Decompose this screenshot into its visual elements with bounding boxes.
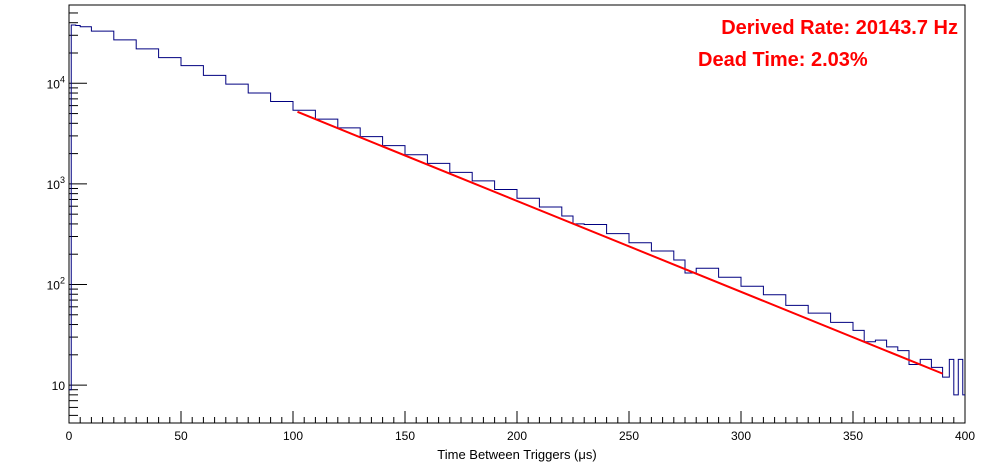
dead-time-annotation: Dead Time: 2.03% bbox=[698, 49, 868, 71]
x-tick-label: 300 bbox=[731, 429, 751, 443]
y-tick-base: 10 bbox=[47, 278, 61, 292]
y-tick-base: 10 bbox=[52, 379, 66, 393]
x-tick-label: 100 bbox=[283, 429, 303, 443]
histogram-series bbox=[69, 24, 965, 396]
y-tick-exponent: 3 bbox=[60, 175, 65, 185]
y-tick-label: 102 bbox=[47, 275, 65, 292]
fit-line bbox=[297, 110, 943, 375]
x-tick-label: 400 bbox=[955, 429, 975, 443]
x-tick-label: 250 bbox=[619, 429, 639, 443]
x-tick-label: 200 bbox=[507, 429, 527, 443]
x-tick-label: 50 bbox=[174, 429, 188, 443]
y-tick-base: 10 bbox=[47, 178, 61, 192]
y-tick-exponent: 4 bbox=[60, 74, 65, 84]
y-tick-label: 104 bbox=[47, 74, 65, 91]
y-tick-exponent: 2 bbox=[60, 275, 65, 285]
plot-frame bbox=[68, 4, 966, 424]
x-tick-label: 0 bbox=[66, 429, 73, 443]
y-tick-base: 10 bbox=[47, 77, 61, 91]
y-tick-label: 103 bbox=[47, 175, 65, 192]
y-minor-ticks bbox=[69, 4, 87, 416]
x-tick-label: 150 bbox=[395, 429, 415, 443]
x-axis-title: Time Between Triggers (μs) bbox=[437, 447, 596, 462]
x-tick-label: 350 bbox=[843, 429, 863, 443]
derived-rate-annotation: Derived Rate: 20143.7 Hz bbox=[721, 17, 958, 39]
x-axis: 0 50 100 150 200 250 300 350 400 bbox=[66, 411, 975, 443]
y-tick-label: 10 bbox=[52, 379, 66, 393]
